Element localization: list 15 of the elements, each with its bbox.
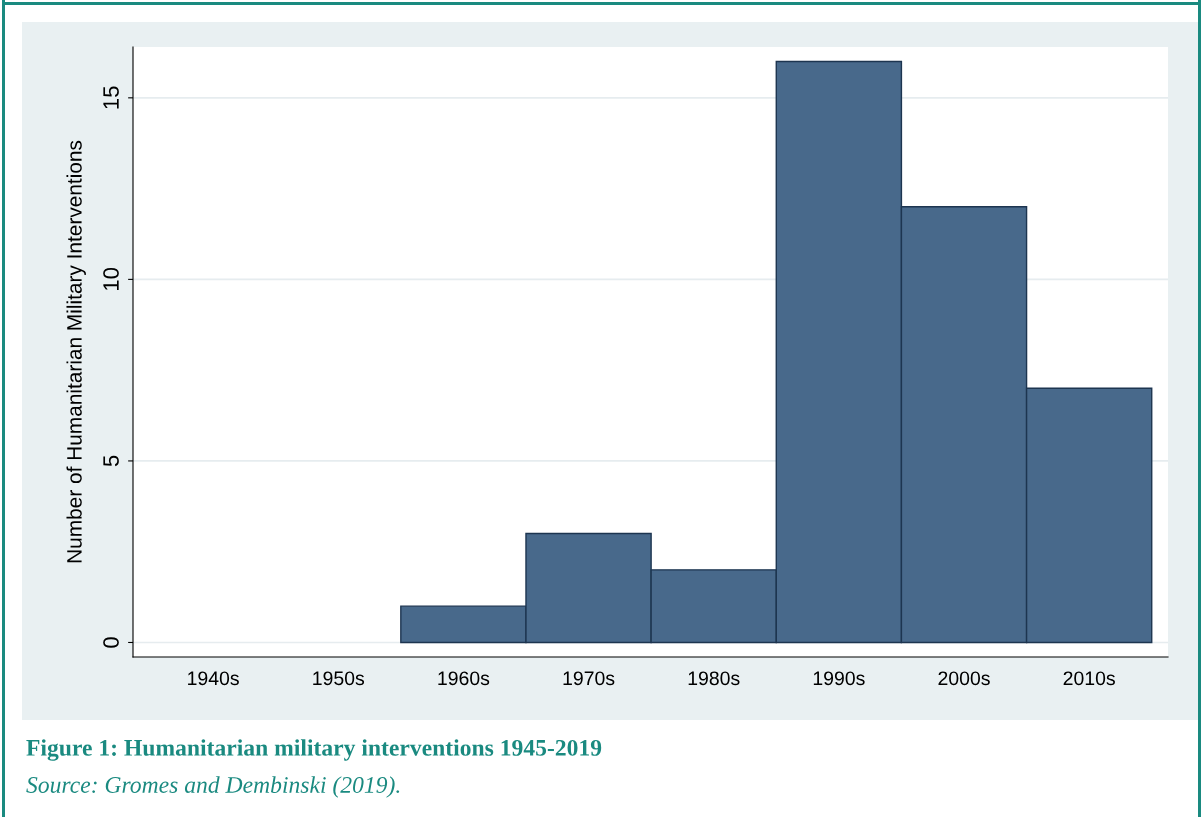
- y-tick-label: 5: [103, 455, 119, 467]
- x-tick-label: 1970s: [563, 671, 615, 686]
- source-note: Source: Gromes and Dembinski (2019).: [26, 776, 400, 798]
- x-tick-label: 1990s: [813, 671, 865, 686]
- y-axis-title: Number of Humanitarian Military Interventions: [66, 140, 86, 563]
- x-tick-label: 1940s: [188, 671, 239, 686]
- x-tick-label: 2010s: [1063, 671, 1115, 686]
- x-tick-label: 1950s: [313, 671, 365, 686]
- y-tick-label: 10: [103, 267, 119, 291]
- caption: Figure 1: Humanitarian military interventions 1945-2019: [26, 739, 602, 761]
- y-tick-label: 0: [103, 637, 119, 648]
- y-tick-label: 15: [103, 86, 119, 109]
- x-tick-label: 2000s: [938, 671, 990, 686]
- x-tick-label: 1960s: [438, 671, 490, 686]
- x-tick-label: 1980s: [688, 671, 740, 686]
